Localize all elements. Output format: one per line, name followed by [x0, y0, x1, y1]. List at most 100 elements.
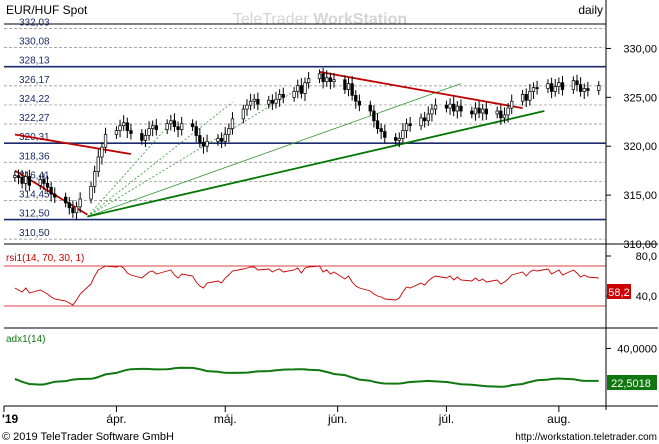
price-level-label: 314,45: [19, 189, 50, 200]
candle-body: [16, 175, 21, 178]
period-label: daily: [578, 3, 603, 17]
candle-body: [397, 138, 401, 141]
rsi-panel[interactable]: rsi1(14, 70, 30, 1) 40,0 80,0 58,2: [4, 251, 658, 329]
adx-title: adx1(14): [6, 334, 45, 345]
resistance-trendline: [319, 71, 523, 109]
candle-body: [495, 110, 499, 115]
rsi-line: [14, 265, 599, 306]
candle-body: [557, 82, 561, 87]
candle-body: [270, 99, 275, 104]
price-level-label: 328,13: [19, 56, 50, 67]
copyright-text: © 2019 TeleTrader Software GmbH: [2, 431, 174, 443]
candle-body: [328, 77, 333, 83]
candle-body: [248, 100, 253, 106]
price-level-label: 330,08: [19, 37, 50, 48]
candle-body: [354, 95, 358, 102]
x-tick-label: máj.: [214, 412, 237, 426]
candle-body: [499, 110, 503, 119]
footer-url[interactable]: http://workstation.teletrader.com: [515, 432, 657, 443]
candle-body: [317, 73, 322, 80]
candle-body: [103, 134, 108, 148]
resistance-trendline: [14, 133, 132, 155]
candle-body: [20, 177, 24, 184]
candle-body: [332, 79, 336, 83]
candle-body: [325, 77, 329, 83]
candle-body: [546, 83, 550, 89]
candle-body: [24, 176, 28, 184]
candle-body: [299, 85, 304, 94]
candle-body: [245, 104, 249, 110]
candle-body: [549, 83, 554, 92]
candle-body: [408, 123, 412, 127]
x-tick-label: ápr.: [106, 412, 126, 426]
candle-body: [223, 134, 227, 142]
price-level-label: 326,17: [19, 75, 50, 86]
adx-panel[interactable]: adx1(14) 40,0000 22,5018: [4, 334, 658, 407]
rsi-value-tag: [607, 284, 631, 299]
candle-body: [89, 185, 93, 200]
candle-body: [531, 87, 536, 92]
adx-value-tag: [607, 375, 657, 390]
rsi-y-tick-label: 80,0: [636, 251, 657, 263]
candle-body: [343, 79, 347, 90]
candle-body: [404, 123, 409, 131]
candle-body: [241, 108, 245, 120]
candle-body: [96, 156, 100, 172]
candle-body: [118, 125, 122, 131]
candle-body: [350, 83, 354, 96]
symbol-title: EUR/HUF Spot: [6, 3, 88, 17]
candle-body: [100, 146, 104, 158]
candle-body: [114, 130, 119, 135]
candle-body: [379, 128, 383, 132]
candle-body: [444, 104, 449, 109]
candle-body: [321, 73, 325, 83]
candle-body: [122, 122, 126, 127]
candle-body: [346, 83, 351, 90]
candle-body: [198, 135, 202, 143]
candle-body: [383, 131, 387, 138]
candle-body: [53, 193, 57, 198]
candle-body: [357, 100, 362, 106]
candle-body: [528, 91, 532, 101]
candle-body: [575, 80, 579, 85]
candle-body: [165, 123, 169, 130]
price-level-label: 316,41: [19, 170, 50, 181]
fan-line: [87, 101, 233, 217]
adx-line: [14, 366, 599, 388]
candle-body: [49, 186, 53, 195]
x-tick-label: aug.: [547, 412, 570, 426]
candle-body: [67, 202, 71, 209]
rsi-current-value: 58,2: [608, 287, 629, 299]
price-panel[interactable]: 332,03 330,08 328,13 326,17 324,22 322,27 320,…: [4, 0, 658, 410]
adx-current-value: 22,5018: [611, 378, 651, 390]
candle-body: [42, 179, 46, 184]
candle-body: [154, 125, 158, 130]
candle-body: [303, 82, 307, 94]
candle-body: [560, 82, 565, 90]
price-level-label: 312,50: [19, 209, 50, 220]
fan-line: [87, 83, 462, 217]
candle-body: [426, 113, 430, 122]
candle-body: [510, 100, 514, 109]
candle-body: [506, 107, 510, 116]
candle-body: [252, 98, 256, 102]
candle-body: [375, 120, 380, 129]
candle-body: [582, 88, 586, 92]
x-tick-label: júl.: [438, 412, 454, 426]
watermark: TeleTrader WorkStation: [233, 11, 407, 28]
candle-body: [140, 133, 144, 141]
candle-body: [64, 196, 68, 204]
candle-body: [71, 207, 75, 214]
price-y-tick-label: 320,00: [623, 141, 657, 153]
candle-body: [169, 120, 173, 125]
candle-body: [292, 91, 296, 98]
price-y-axis: 310,00 315,00 320,00 325,00 330,00: [606, 43, 657, 251]
candle-body: [520, 94, 525, 102]
rsi-y-tick-label: 40,0: [636, 291, 657, 303]
candle-body: [147, 128, 151, 136]
candle-body: [281, 94, 285, 98]
candle-body: [524, 94, 528, 101]
candle-body: [419, 117, 423, 127]
candle-body: [227, 128, 231, 135]
